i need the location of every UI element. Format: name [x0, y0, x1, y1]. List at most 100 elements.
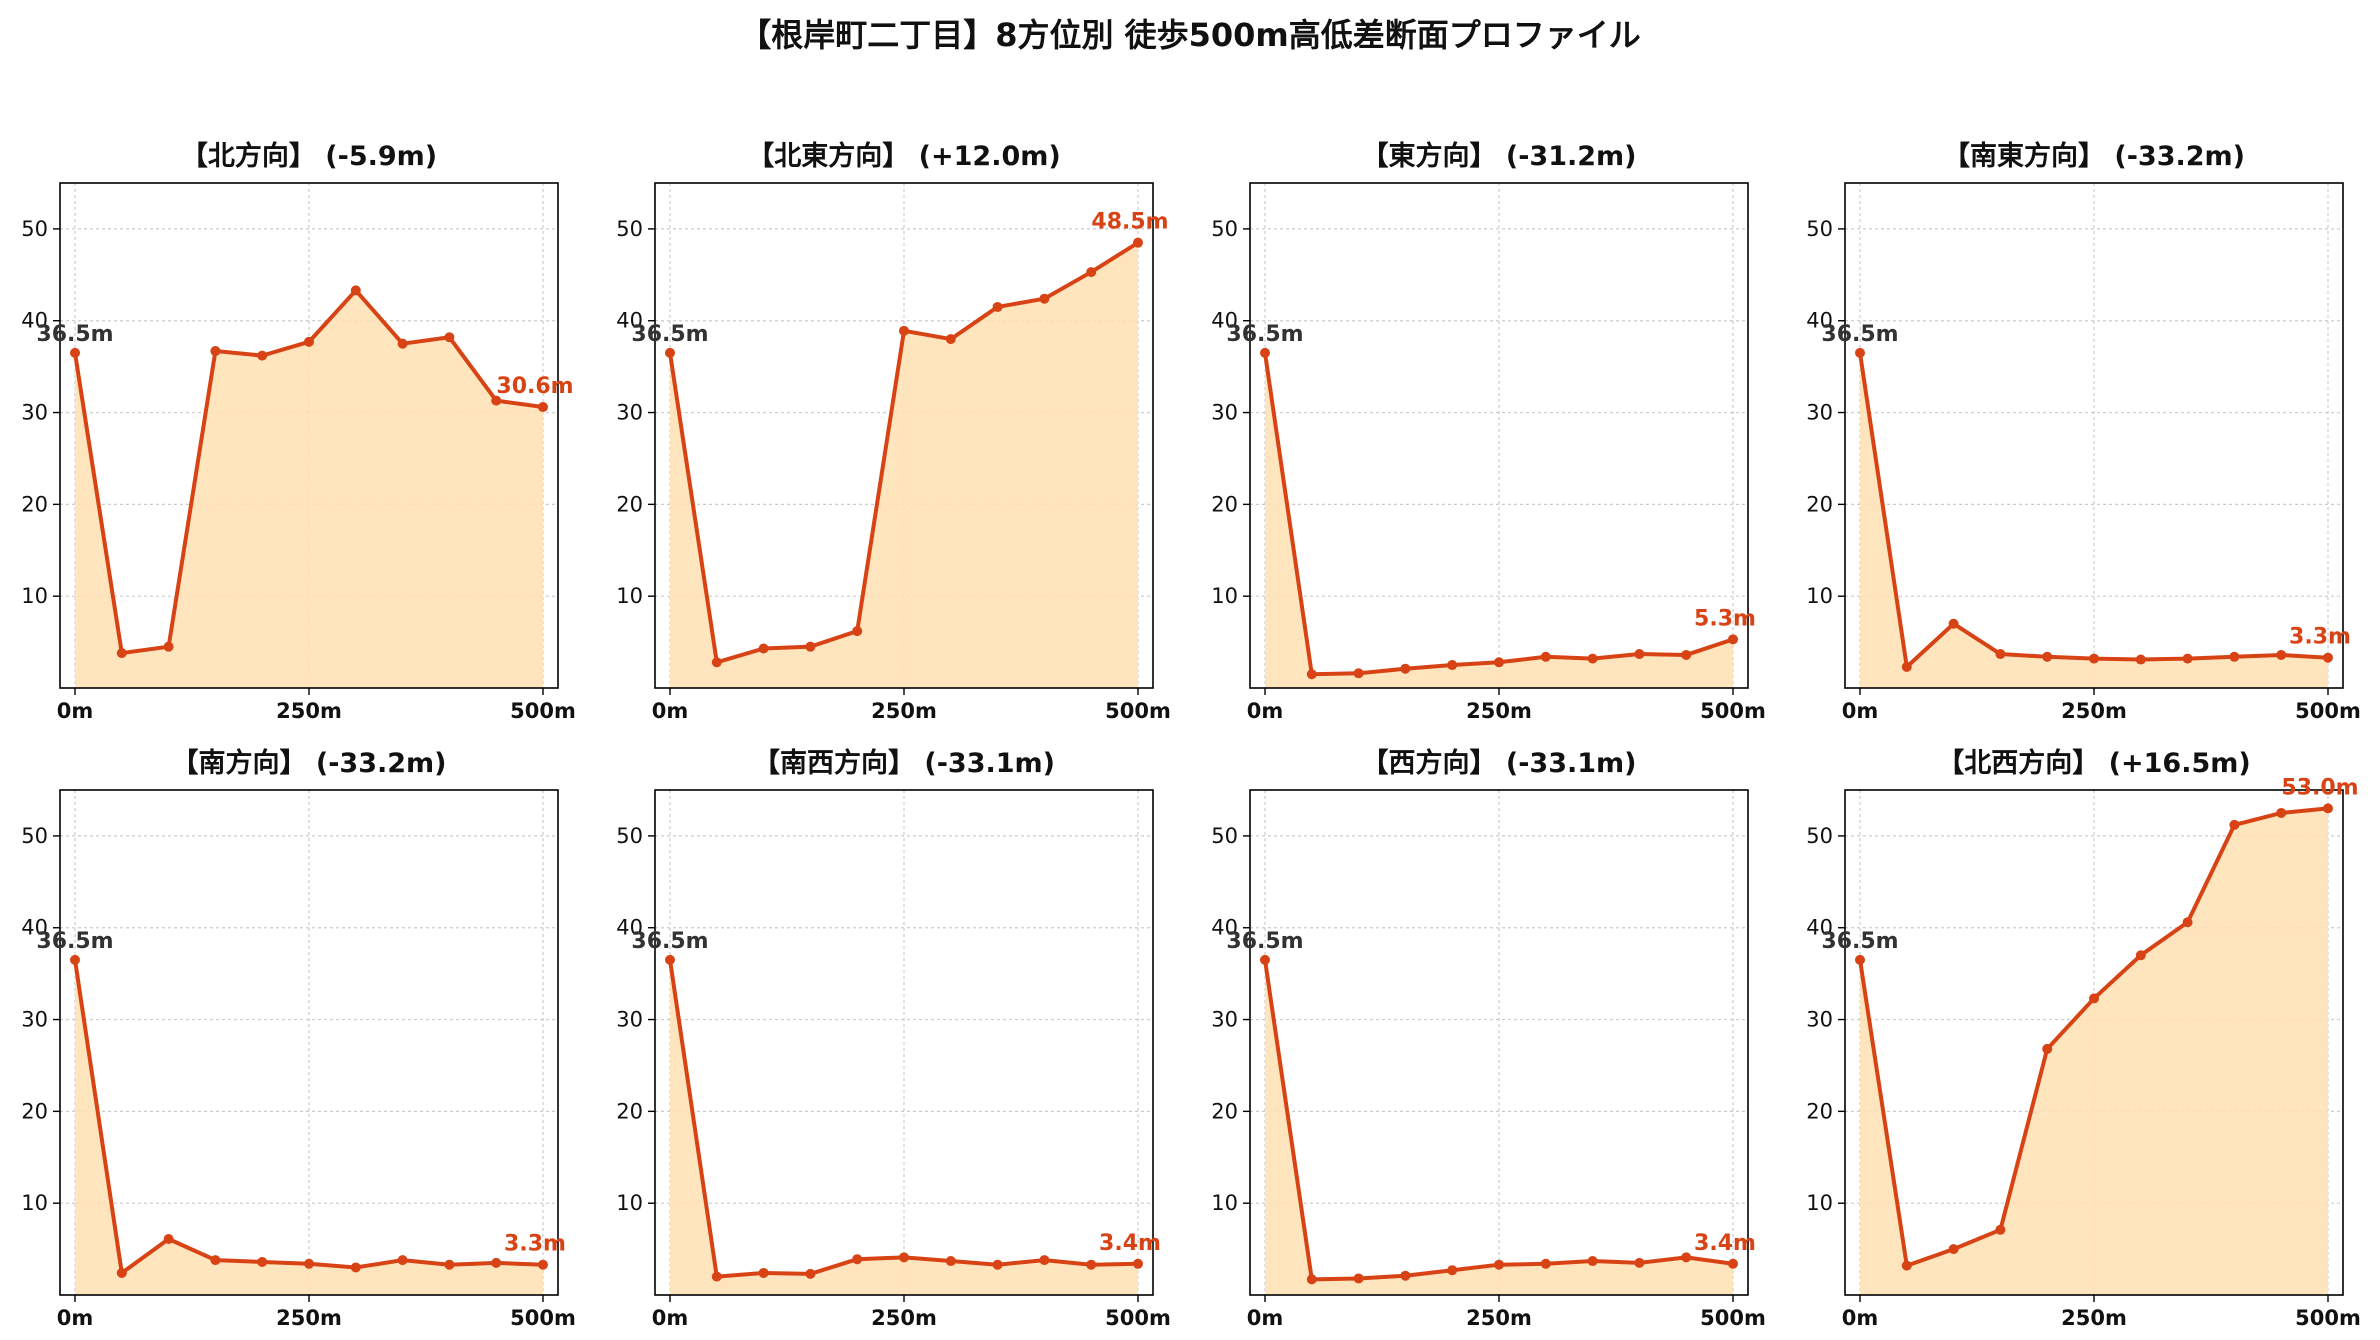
data-point [1039, 293, 1050, 304]
data-point [758, 1267, 769, 1278]
data-point [2229, 819, 2240, 830]
data-point [2089, 653, 2099, 664]
y-tick-label: 50 [616, 217, 643, 241]
data-point [2276, 807, 2287, 818]
x-tick-label: 0m [1247, 1306, 1284, 1330]
data-point [350, 1262, 361, 1273]
x-tick-label: 0m [1842, 699, 1879, 723]
y-tick-label: 50 [616, 824, 643, 848]
chart-panel-4: 0m 250m 500m 10 20 30 40 50 【南方向】 (-33.2m) 36.5m 3… [21, 747, 576, 1330]
y-tick-label: 10 [616, 584, 643, 608]
data-point [1995, 1224, 2006, 1235]
y-tick-label: 10 [1806, 584, 1833, 608]
data-point [210, 346, 221, 357]
data-point [1306, 669, 1317, 680]
chart-title: 【西方向】 (-33.1m) [1361, 747, 1636, 779]
chart-panel-3: 0m 250m 500m 10 20 30 40 50 【南東方向】 (-33.2m) 36.5m… [1806, 140, 2361, 723]
data-point [2042, 651, 2053, 662]
x-tick-label: 250m [871, 699, 937, 723]
end-elevation-label: 3.4m [1694, 1231, 1756, 1256]
data-point [1494, 1259, 1504, 1270]
y-tick-label: 40 [616, 916, 643, 940]
y-tick-label: 50 [21, 217, 48, 241]
chart-panel-0: 0m 250m 500m 10 20 30 40 50 【北方向】 (-5.9m) 36.5m 30… [21, 140, 576, 723]
y-tick-label: 40 [1211, 916, 1238, 940]
data-point [1681, 1252, 1692, 1263]
data-point [1728, 1258, 1738, 1269]
data-point [257, 350, 268, 361]
data-point [1995, 649, 2006, 660]
data-point [1587, 653, 1598, 664]
data-point [665, 954, 675, 965]
data-point [992, 1259, 1003, 1270]
start-elevation-label: 36.5m [1226, 929, 1303, 954]
x-tick-label: 250m [1466, 699, 1532, 723]
data-point [1306, 1274, 1317, 1285]
elevation-area [670, 242, 1138, 688]
chart-panel-7: 0m 250m 500m 10 20 30 40 50 【北西方向】 (+16.5m) 36.5m… [1806, 747, 2361, 1330]
y-tick-label: 10 [1806, 1191, 1833, 1215]
data-point [1901, 661, 1912, 672]
data-point [2182, 917, 2193, 928]
data-point [1540, 1258, 1551, 1269]
y-tick-label: 30 [616, 1008, 643, 1032]
data-point [2229, 651, 2240, 662]
chart-title: 【南方向】 (-33.2m) [171, 747, 446, 779]
data-point [992, 301, 1003, 312]
data-point [304, 336, 314, 347]
data-point [70, 954, 80, 965]
y-tick-label: 20 [616, 492, 643, 516]
y-tick-label: 10 [1211, 1191, 1238, 1215]
data-point [1133, 1258, 1143, 1269]
chart-title: 【南西方向】 (-33.1m) [753, 747, 1055, 779]
x-tick-label: 0m [57, 1306, 94, 1330]
start-elevation-label: 36.5m [36, 929, 113, 954]
data-point [257, 1256, 268, 1267]
data-point [1901, 1260, 1912, 1271]
data-point [397, 338, 408, 349]
y-tick-label: 50 [1211, 217, 1238, 241]
data-point [2089, 993, 2099, 1004]
x-tick-label: 500m [1700, 1306, 1766, 1330]
x-tick-label: 0m [652, 1306, 689, 1330]
data-point [1260, 954, 1270, 965]
data-point [852, 626, 863, 637]
y-tick-label: 50 [1806, 217, 1833, 241]
x-tick-label: 250m [2061, 699, 2127, 723]
data-point [538, 1259, 548, 1270]
chart-panel-1: 0m 250m 500m 10 20 30 40 50 【北東方向】 (+12.0m) 36.5m… [616, 140, 1171, 723]
start-elevation-label: 36.5m [1821, 929, 1898, 954]
y-tick-label: 10 [1211, 584, 1238, 608]
y-tick-label: 50 [1806, 824, 1833, 848]
end-elevation-label: 30.6m [496, 374, 573, 399]
data-point [1948, 1244, 1959, 1255]
x-tick-label: 500m [510, 699, 576, 723]
data-point [1681, 649, 1692, 660]
data-point [491, 1257, 502, 1268]
y-tick-label: 30 [616, 401, 643, 425]
chart-title: 【北西方向】 (+16.5m) [1937, 747, 2250, 779]
x-tick-label: 0m [57, 699, 94, 723]
data-point [397, 1255, 408, 1266]
data-point [1540, 651, 1551, 662]
y-tick-label: 30 [1211, 401, 1238, 425]
data-point [665, 347, 675, 358]
data-point [1400, 1270, 1411, 1281]
data-point [116, 1267, 127, 1278]
data-point [444, 332, 455, 343]
data-point [899, 325, 909, 336]
y-tick-label: 20 [1806, 1099, 1833, 1123]
data-point [1086, 1259, 1097, 1270]
data-point [758, 643, 769, 654]
data-point [805, 1268, 816, 1279]
data-point [1353, 668, 1364, 679]
end-elevation-label: 3.3m [504, 1232, 566, 1257]
chart-panel-5: 0m 250m 500m 10 20 30 40 50 【南西方向】 (-33.1m) 36.5m… [616, 747, 1171, 1330]
data-point [1447, 660, 1458, 671]
data-point [210, 1255, 221, 1266]
data-point [1634, 1257, 1645, 1268]
data-point [899, 1252, 909, 1263]
y-tick-label: 20 [1211, 492, 1238, 516]
data-point [2135, 950, 2146, 961]
